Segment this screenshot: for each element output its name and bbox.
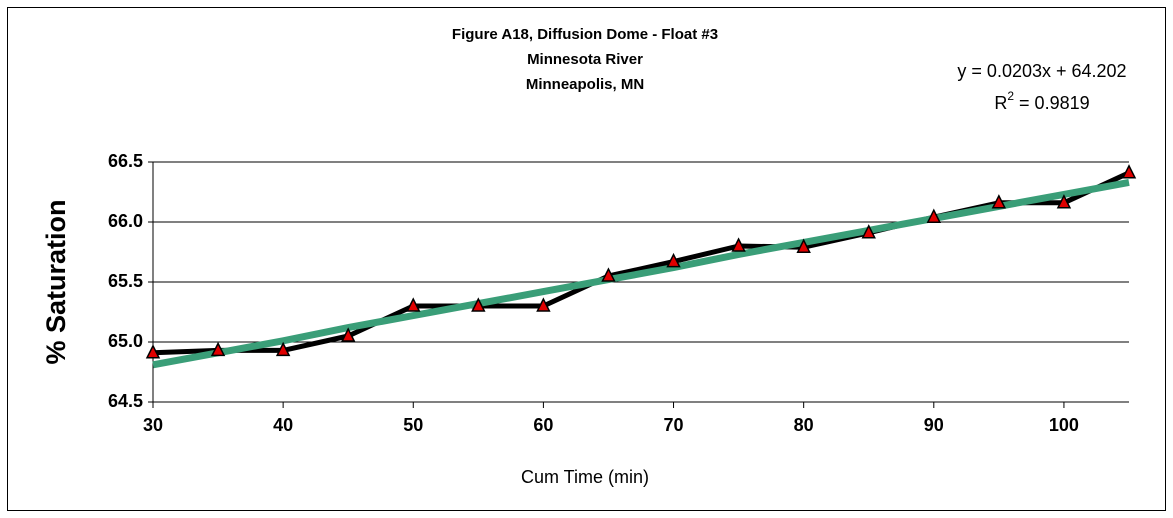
marker [210, 341, 226, 357]
r-squared-part: = 0.9819 [1014, 93, 1090, 113]
r-squared: R2 = 0.9819 [994, 89, 1089, 113]
chart-frame [7, 7, 1166, 511]
y-tick-label: 66.5 [108, 151, 143, 171]
marker [406, 297, 421, 312]
marker [926, 208, 942, 223]
y-tick-label: 66.0 [108, 211, 143, 231]
chart-subtitle: Minnesota River [527, 51, 643, 68]
y-axis-label: % Saturation [41, 199, 71, 364]
y-tick-label: 65.0 [108, 331, 143, 351]
r-squared-sup: 2 [1007, 89, 1014, 103]
chart-subtitle: Minneapolis, MN [526, 76, 644, 93]
marker [731, 237, 746, 252]
x-tick-label: 100 [1049, 415, 1079, 435]
marker [1121, 164, 1137, 179]
x-axis-label: Cum Time (min) [521, 467, 649, 487]
x-tick-label: 50 [403, 415, 423, 435]
marker [601, 267, 616, 282]
x-tick-label: 70 [664, 415, 684, 435]
chart-title: Figure A18, Diffusion Dome - Float #3 [452, 26, 718, 43]
marker [796, 238, 811, 253]
marker [275, 341, 291, 357]
y-tick-label: 64.5 [108, 391, 143, 411]
marker [666, 252, 681, 268]
trend-equation: y = 0.0203x + 64.202 [957, 61, 1126, 81]
x-tick-label: 90 [924, 415, 944, 435]
marker [1056, 194, 1072, 209]
trend-line [152, 178, 1130, 369]
x-tick-label: 40 [273, 415, 293, 435]
x-tick-label: 30 [143, 415, 163, 435]
x-tick-label: 60 [533, 415, 553, 435]
x-tick-label: 80 [794, 415, 814, 435]
y-tick-label: 65.5 [108, 271, 143, 291]
marker [471, 297, 486, 312]
marker [861, 224, 876, 239]
marker [536, 297, 551, 312]
marker [991, 194, 1007, 209]
r-squared-part: R [994, 93, 1007, 113]
marker [145, 344, 161, 359]
marker [340, 327, 356, 342]
